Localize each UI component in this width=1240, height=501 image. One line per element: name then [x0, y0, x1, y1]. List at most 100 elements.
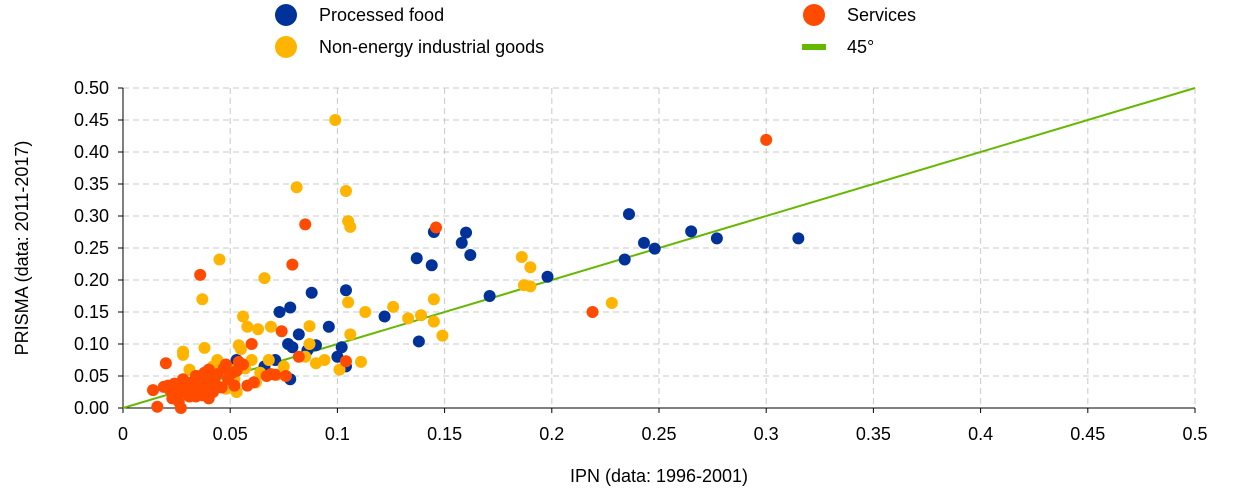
point-non-energy-industrial-goods — [234, 343, 247, 356]
point-non-energy-industrial-goods — [264, 320, 277, 333]
x-tick-label: 0.1 — [325, 424, 350, 444]
y-tick-label: 0.15 — [74, 302, 109, 322]
legend-item: Processed food — [275, 4, 444, 26]
point-processed-food — [292, 328, 305, 341]
point-processed-food — [335, 341, 348, 354]
x-tick-label: 0.25 — [641, 424, 676, 444]
point-services — [760, 133, 773, 146]
point-non-energy-industrial-goods — [258, 272, 271, 285]
point-processed-food — [792, 232, 805, 245]
point-processed-food — [483, 290, 496, 302]
point-services — [228, 379, 241, 392]
point-processed-food — [410, 252, 423, 265]
legend-marker-reference-line — [802, 44, 826, 50]
data-points — [147, 114, 805, 414]
point-processed-food — [455, 236, 468, 249]
point-processed-food — [710, 232, 723, 245]
legend-item: Non-energy industrial goods — [275, 36, 544, 58]
point-processed-food — [464, 249, 477, 262]
point-services — [286, 258, 299, 271]
point-non-energy-industrial-goods — [252, 323, 265, 336]
point-non-energy-industrial-goods — [427, 293, 440, 306]
point-services — [194, 268, 207, 281]
point-processed-food — [339, 284, 352, 297]
x-tick-label: 0.45 — [1070, 424, 1105, 444]
point-non-energy-industrial-goods — [303, 338, 316, 350]
point-processed-food — [273, 306, 286, 318]
legend-marker-processed-food — [275, 4, 297, 26]
point-non-energy-industrial-goods — [387, 300, 400, 313]
point-services — [151, 400, 164, 413]
point-non-energy-industrial-goods — [262, 354, 275, 366]
point-non-energy-industrial-goods — [359, 306, 372, 318]
y-tick-label: 0.30 — [74, 206, 109, 226]
y-tick-label: 0.50 — [74, 78, 109, 98]
point-processed-food — [284, 301, 297, 314]
point-services — [275, 325, 288, 338]
point-services — [159, 357, 172, 370]
point-processed-food — [618, 253, 631, 266]
point-non-energy-industrial-goods — [329, 114, 342, 126]
point-services — [237, 358, 250, 371]
point-services — [247, 376, 260, 389]
point-non-energy-industrial-goods — [354, 355, 367, 368]
x-tick-label: 0.15 — [427, 424, 462, 444]
point-non-energy-industrial-goods — [605, 297, 618, 310]
series-services — [147, 133, 773, 414]
point-non-energy-industrial-goods — [318, 354, 331, 366]
point-services — [269, 368, 282, 381]
point-processed-food — [541, 270, 554, 283]
point-non-energy-industrial-goods — [344, 328, 357, 341]
x-tick-label: 0 — [118, 424, 128, 444]
point-non-energy-industrial-goods — [415, 309, 428, 322]
point-non-energy-industrial-goods — [427, 315, 440, 328]
y-tick-label: 0.05 — [74, 366, 109, 386]
point-services — [299, 218, 312, 231]
legend-label: Services — [847, 5, 916, 25]
point-non-energy-industrial-goods — [524, 261, 537, 274]
point-non-energy-industrial-goods — [241, 320, 254, 333]
y-tick-label: 0.00 — [74, 398, 109, 418]
x-tick-label: 0.35 — [856, 424, 891, 444]
legend-item: 45° — [802, 37, 874, 57]
y-tick-label: 0.35 — [74, 174, 109, 194]
tick-labels: 0.000.050.100.150.200.250.300.350.400.45… — [74, 78, 1208, 444]
point-non-energy-industrial-goods — [213, 253, 226, 266]
y-tick-label: 0.10 — [74, 334, 109, 354]
legend-label: Non-energy industrial goods — [319, 37, 544, 57]
legend: Processed food Non-energy industrial good… — [275, 4, 916, 58]
point-processed-food — [412, 335, 425, 348]
point-services — [430, 221, 443, 234]
x-tick-label: 0.5 — [1182, 424, 1207, 444]
point-services — [245, 338, 258, 350]
point-services — [292, 350, 305, 363]
point-non-energy-industrial-goods — [303, 320, 316, 333]
y-axis-title: PRISMA (data: 2011-2017) — [12, 141, 32, 356]
point-processed-food — [425, 259, 438, 272]
point-non-energy-industrial-goods — [290, 181, 303, 194]
point-processed-food — [286, 341, 299, 354]
series-non-energy-industrial-goods — [177, 114, 618, 398]
point-non-energy-industrial-goods — [402, 312, 415, 325]
point-processed-food — [622, 208, 635, 221]
point-processed-food — [305, 286, 318, 299]
point-non-energy-industrial-goods — [237, 310, 250, 323]
point-processed-food — [322, 320, 335, 333]
point-services — [147, 384, 160, 397]
y-tick-label: 0.40 — [74, 142, 109, 162]
x-tick-label: 0.3 — [754, 424, 779, 444]
point-non-energy-industrial-goods — [436, 329, 449, 342]
point-services — [174, 402, 187, 414]
x-tick-label: 0.05 — [213, 424, 248, 444]
point-non-energy-industrial-goods — [333, 363, 346, 376]
point-services — [586, 306, 599, 318]
point-non-energy-industrial-goods — [196, 293, 209, 306]
y-tick-label: 0.45 — [74, 110, 109, 130]
point-non-energy-industrial-goods — [277, 360, 290, 373]
legend-marker-services — [803, 4, 825, 26]
point-processed-food — [460, 226, 473, 239]
point-non-energy-industrial-goods — [339, 185, 352, 198]
point-non-energy-industrial-goods — [198, 341, 211, 354]
legend-marker-non-energy-industrial-goods — [275, 36, 297, 58]
